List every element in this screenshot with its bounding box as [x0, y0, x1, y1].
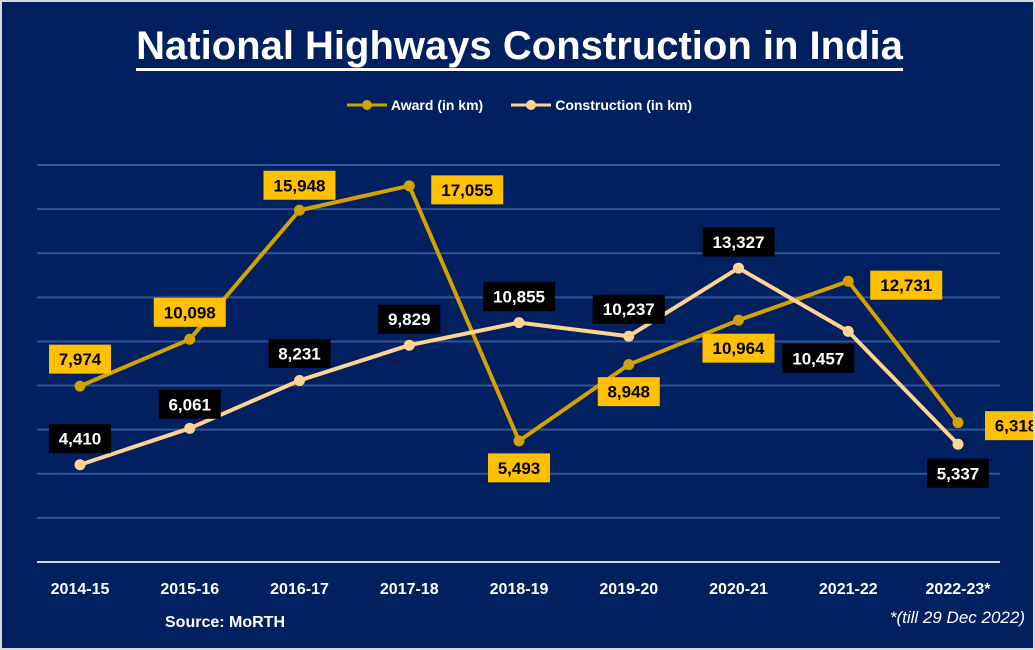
data-label-bg [488, 453, 550, 483]
legend-item-award: Award (in km) [346, 97, 484, 113]
data-point [403, 339, 415, 351]
data-point [733, 314, 744, 326]
data-label-bg [378, 304, 441, 334]
legend-item-construction: Construction (in km) [511, 97, 692, 113]
data-label-bg [702, 333, 775, 363]
data-label-bg [985, 411, 1033, 441]
x-tick-label: 2018-19 [490, 581, 549, 598]
data-label: 7,974 [59, 350, 102, 369]
data-point [623, 330, 635, 342]
legend-label: Construction (in km) [555, 97, 693, 113]
data-label: 15,948 [274, 176, 326, 195]
legend-label: Award (in km) [390, 97, 484, 113]
data-label-bg [263, 170, 336, 200]
data-label: 9,829 [388, 310, 431, 329]
x-tick-label: 2014-15 [51, 581, 110, 598]
legend: Award (in km) Construction (in km) [2, 97, 1033, 113]
data-point [842, 275, 854, 287]
data-label-bg [483, 282, 555, 312]
x-tick-label: 2020-21 [709, 581, 768, 598]
data-label-bg [702, 227, 775, 257]
data-label: 8,231 [278, 344, 321, 363]
data-label-bg [592, 294, 665, 324]
data-label-bg [782, 343, 855, 373]
data-label-bg [597, 377, 660, 407]
data-point [184, 422, 196, 434]
data-label-bg [927, 458, 989, 488]
data-label: 5,493 [498, 459, 541, 478]
data-point [184, 333, 196, 345]
data-point [952, 417, 964, 429]
data-point [733, 262, 744, 274]
title-text: National Highways Construction in India [136, 24, 903, 71]
data-point [403, 180, 415, 192]
data-label: 4,410 [59, 430, 102, 449]
data-point [74, 459, 86, 471]
data-label: 17,055 [441, 181, 493, 200]
chart-title: National Highways Construction in India [2, 24, 1033, 71]
data-label: 10,855 [493, 288, 545, 307]
data-label: 8,948 [607, 383, 650, 402]
data-point [74, 380, 86, 392]
data-point [952, 438, 964, 450]
x-tick-label: 2021-22 [819, 581, 878, 598]
data-label: 12,731 [880, 276, 932, 295]
data-label: 10,098 [164, 303, 216, 322]
data-point [513, 435, 525, 447]
data-label-bg [870, 270, 943, 300]
data-label-bg [268, 338, 331, 368]
data-label-bg [431, 175, 504, 205]
x-tick-label: 2015-16 [160, 581, 219, 598]
data-label: 5,337 [937, 464, 980, 483]
data-label: 13,327 [713, 233, 765, 252]
data-label: 10,964 [713, 339, 766, 358]
x-tick-label: 2017-18 [380, 581, 439, 598]
data-point [294, 204, 305, 216]
x-tick-label: 2019-20 [599, 581, 658, 598]
x-tick-label: 2016-17 [270, 581, 329, 598]
data-label: 6,318 [995, 417, 1033, 436]
data-point [294, 374, 305, 386]
data-label: 10,457 [792, 349, 844, 368]
data-point [623, 359, 635, 371]
footnote: *(till 29 Dec 2022) [889, 608, 1025, 627]
data-label: 6,061 [168, 395, 211, 414]
data-label-bg [158, 389, 221, 419]
data-label-bg [153, 297, 226, 327]
data-point [842, 325, 854, 337]
x-tick-label: 2022-23* [926, 581, 992, 598]
source-note: Source: MoRTH [165, 614, 285, 631]
data-label-bg [49, 424, 111, 454]
data-point [513, 317, 525, 329]
data-label-bg [49, 344, 111, 374]
data-label: 10,237 [603, 300, 655, 319]
